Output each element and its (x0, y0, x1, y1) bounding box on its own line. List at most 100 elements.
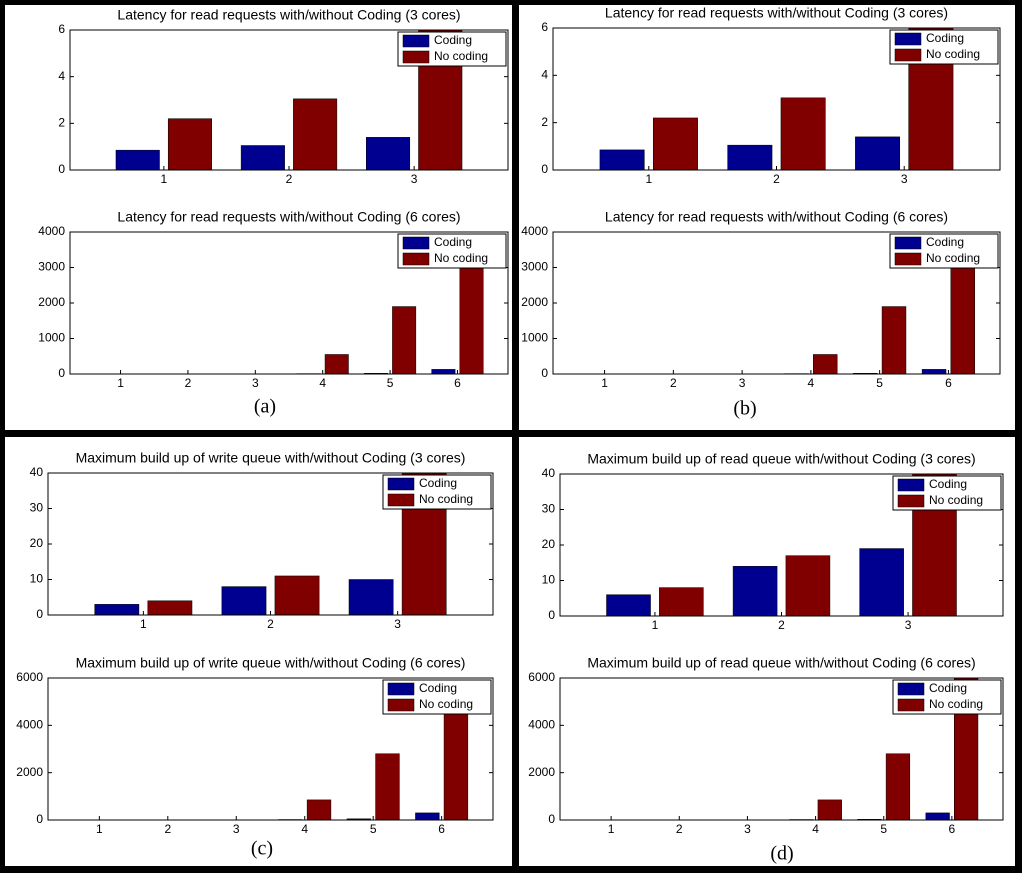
bar (221, 586, 267, 615)
y-tick-label: 4 (58, 69, 65, 83)
bar (727, 144, 773, 170)
bar (348, 579, 394, 615)
legend-swatch (402, 252, 430, 266)
bar (780, 97, 826, 170)
panel-label: (a) (254, 396, 276, 418)
bar (813, 354, 838, 374)
legend-swatch (897, 698, 925, 712)
chart-title: Maximum build up of write queue with/wit… (76, 655, 466, 671)
bar (859, 548, 904, 616)
y-tick-label: 40 (30, 465, 44, 479)
bar (274, 575, 320, 615)
y-tick-label: 0 (58, 162, 65, 176)
chart-title: Latency for read requests with/without C… (605, 209, 948, 225)
axes-frame (559, 677, 1004, 821)
y-tick-label: 6000 (528, 670, 555, 684)
y-tick-label: 3000 (38, 260, 65, 274)
y-tick-label: 0 (36, 812, 43, 826)
y-tick-label: 20 (542, 537, 556, 551)
legend-label: Coding (419, 476, 457, 490)
y-tick-label: 30 (30, 501, 44, 515)
y-tick-label: 0 (541, 162, 548, 176)
x-tick-label: 3 (252, 376, 259, 390)
bar (659, 587, 704, 616)
x-tick-label: 4 (812, 822, 819, 836)
chart-title: Maximum build up of write queue with/wit… (76, 450, 466, 466)
y-tick-label: 4000 (521, 224, 548, 238)
x-tick-label: 4 (808, 376, 815, 390)
y-tick-label: 2 (541, 115, 548, 129)
legend-swatch (897, 478, 925, 492)
legend-label: Coding (929, 681, 967, 695)
bar (921, 369, 947, 374)
x-tick-label: 3 (233, 822, 240, 836)
x-tick-label: 3 (739, 376, 746, 390)
bar (881, 306, 907, 374)
chart-title: Latency for read requests with/without C… (605, 5, 948, 21)
x-tick-label: 2 (185, 376, 192, 390)
bar (324, 354, 349, 374)
chart-title: Latency for read requests with/without C… (117, 209, 460, 225)
y-tick-label: 0 (58, 366, 65, 380)
bar (293, 98, 338, 170)
y-tick-label: 4 (541, 68, 548, 82)
axes-frame (559, 473, 1004, 617)
x-tick-label: 1 (601, 376, 608, 390)
y-tick-label: 6 (541, 20, 548, 34)
legend-swatch (894, 48, 922, 62)
bar (652, 117, 698, 170)
bar (115, 149, 160, 170)
y-tick-label: 2000 (528, 765, 555, 779)
y-tick-label: 10 (542, 573, 556, 587)
x-tick-label: 6 (454, 376, 461, 390)
y-tick-label: 6 (58, 22, 65, 36)
x-tick-label: 3 (905, 618, 912, 632)
legend-swatch (402, 236, 430, 250)
legend-label: Coding (926, 235, 964, 249)
bar (732, 566, 778, 616)
legend-label: Coding (419, 681, 457, 695)
x-tick-label: 3 (411, 172, 418, 186)
x-tick-label: 2 (164, 822, 171, 836)
y-tick-label: 0 (541, 366, 548, 380)
y-tick-label: 2000 (521, 295, 548, 309)
bars (229, 235, 484, 374)
y-tick-label: 2 (58, 116, 65, 130)
y-tick-label: 2000 (38, 295, 65, 309)
legend-swatch (897, 682, 925, 696)
legend-swatch (894, 236, 922, 250)
axes-frame (47, 677, 494, 821)
panel-label: (d) (770, 843, 793, 865)
legend-swatch (894, 32, 922, 46)
y-tick-label: 3000 (521, 260, 548, 274)
legend-label: Coding (926, 31, 964, 45)
x-tick-label: 1 (161, 172, 168, 186)
legend-label: No coding (926, 251, 980, 265)
y-tick-label: 10 (30, 572, 44, 586)
x-tick-label: 6 (945, 376, 952, 390)
x-tick-label: 2 (778, 618, 785, 632)
x-tick-label: 5 (387, 376, 394, 390)
x-tick-label: 2 (286, 172, 293, 186)
bar (306, 799, 332, 820)
bar (606, 594, 651, 616)
chart-title: Maximum build up of read queue with/with… (587, 655, 975, 671)
bars (715, 235, 975, 374)
axes-frame (552, 27, 1001, 171)
legend-swatch (387, 493, 415, 507)
y-tick-label: 4000 (38, 224, 65, 238)
bar (240, 145, 285, 170)
bar (817, 799, 842, 820)
legend-swatch (894, 252, 922, 266)
bar (855, 136, 901, 170)
x-tick-label: 1 (608, 822, 615, 836)
bars (209, 682, 469, 820)
x-tick-label: 2 (670, 376, 677, 390)
x-tick-label: 5 (876, 376, 883, 390)
legend-label: Coding (434, 33, 472, 47)
y-tick-label: 4000 (16, 718, 43, 732)
bar (599, 149, 645, 170)
legend-label: No coding (419, 492, 473, 506)
